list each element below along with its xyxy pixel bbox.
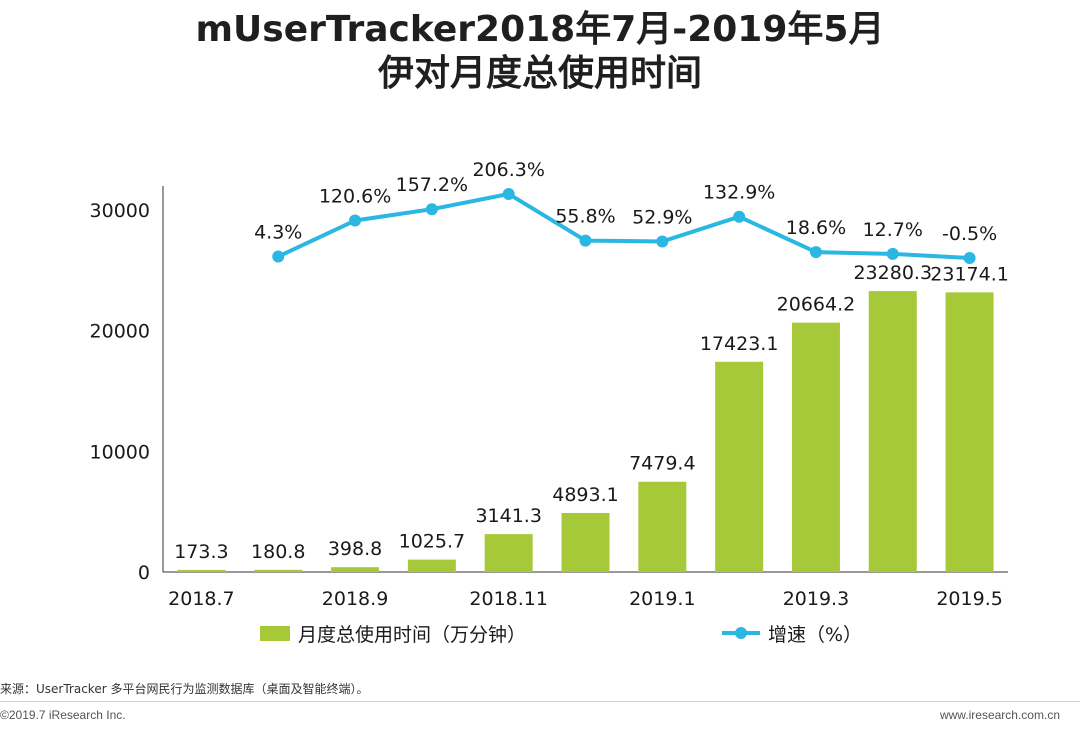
growth-point <box>656 235 669 248</box>
website-link[interactable]: www.iresearch.com.cn <box>939 708 1060 722</box>
legend-bar-swatch <box>260 626 290 641</box>
growth-value-label: 157.2% <box>396 174 468 196</box>
footer-divider <box>0 701 1080 702</box>
bar <box>254 569 303 572</box>
growth-value-label: 4.3% <box>254 222 302 244</box>
bar-value-label: 173.3 <box>174 541 228 563</box>
growth-point <box>425 203 438 216</box>
x-tick-label: 2019.5 <box>936 588 1002 610</box>
growth-point <box>886 247 899 260</box>
bar-value-label: 23280.3 <box>853 262 932 284</box>
x-tick-label: 2018.7 <box>168 588 234 610</box>
bar-value-label: 17423.1 <box>700 333 779 355</box>
y-tick-label: 30000 <box>90 200 150 222</box>
x-tick-label: 2018.9 <box>322 588 388 610</box>
bar <box>945 292 994 572</box>
x-tick-label: 2018.11 <box>469 588 548 610</box>
title-line-2: 伊对月度总使用时间 <box>377 53 702 94</box>
y-tick-label: 0 <box>138 562 150 584</box>
growth-point <box>963 252 976 264</box>
bar-value-label: 7479.4 <box>629 453 695 475</box>
bar-value-label: 23174.1 <box>930 263 1009 285</box>
growth-value-label: 120.6% <box>319 186 391 208</box>
title-line-1: mUserTracker2018年7月-2019年5月 <box>195 9 885 50</box>
bar <box>331 567 380 572</box>
growth-point <box>579 234 592 247</box>
growth-point <box>272 250 285 263</box>
legend-line-marker <box>735 627 747 639</box>
bar <box>715 361 764 572</box>
bar-value-label: 4893.1 <box>552 484 618 506</box>
x-tick-label: 2019.1 <box>629 588 695 610</box>
growth-line <box>277 192 970 260</box>
bar-value-label: 398.8 <box>328 538 382 560</box>
source-note: 来源：UserTracker 多平台网民行为监测数据库（桌面及智能终端）。 <box>0 682 369 696</box>
bar <box>791 322 840 572</box>
copyright: ©2019.7 iResearch Inc. <box>0 708 126 722</box>
legend-line-label: 增速（%） <box>768 624 862 646</box>
x-tick-label: 2019.3 <box>783 588 849 610</box>
bar <box>177 569 226 572</box>
y-tick-label: 20000 <box>90 321 150 343</box>
growth-value-label: -0.5% <box>942 223 997 245</box>
bar <box>638 481 687 572</box>
bar <box>484 534 533 572</box>
legend-bar-label: 月度总使用时间（万分钟） <box>298 624 526 646</box>
y-tick-label: 10000 <box>90 441 150 463</box>
bar <box>868 291 917 572</box>
growth-point <box>809 246 822 259</box>
bar-value-label: 1025.7 <box>399 531 465 553</box>
chart-title: mUserTracker2018年7月-2019年5月 伊对月度总使用时间 <box>0 8 1080 96</box>
bar-value-label: 3141.3 <box>475 505 541 527</box>
growth-point <box>502 188 515 200</box>
bar-value-label: 20664.2 <box>777 294 856 316</box>
chart-area: 0 10000 20000 30000 2018.7 2018.9 2018.11 2019.… <box>90 159 1009 646</box>
growth-point <box>733 210 746 223</box>
growth-value-label: 52.9% <box>632 206 692 228</box>
bar-value-label: 180.8 <box>251 541 305 563</box>
growth-value-label: 12.7% <box>863 219 923 241</box>
bar <box>407 559 456 572</box>
bar <box>561 512 610 572</box>
growth-value-label: 18.6% <box>786 217 846 239</box>
growth-value-label: 55.8% <box>555 206 615 228</box>
growth-point <box>349 214 362 227</box>
growth-value-label: 132.9% <box>703 182 775 204</box>
growth-value-label: 206.3% <box>472 159 544 181</box>
